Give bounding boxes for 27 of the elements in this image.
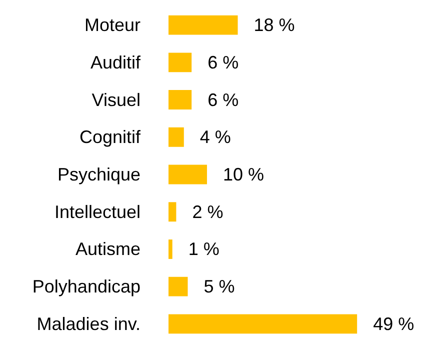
bar [168,164,207,184]
data-label: 1 % [188,239,220,260]
y-tick-label: Moteur [84,15,141,36]
bar [168,240,172,259]
bar [168,276,188,296]
y-tick-label: Visuel [92,90,141,110]
y-tick-label: Autisme [75,239,141,260]
y-tick-label: Psychique [57,164,141,184]
data-label: 2 % [192,202,224,222]
data-label: 6 % [208,90,239,110]
data-label: 5 % [204,276,235,297]
bar [168,52,192,72]
y-tick-label: Maladies inv. [36,314,141,334]
data-label: 10 % [222,164,264,184]
data-label: 49 % [373,314,414,334]
y-tick-label: Intellectuel [54,202,141,222]
data-label: 18 % [254,15,295,36]
bar [168,202,176,222]
bar [168,90,192,110]
y-tick-label: Auditif [90,52,142,72]
data-label: 4 % [200,127,231,148]
bar [168,314,358,334]
y-tick-label: Polyhandicap [32,276,141,297]
y-tick-label: Cognitif [79,127,142,148]
data-label: 6 % [208,52,239,72]
bar [168,127,184,147]
bar [168,15,238,35]
